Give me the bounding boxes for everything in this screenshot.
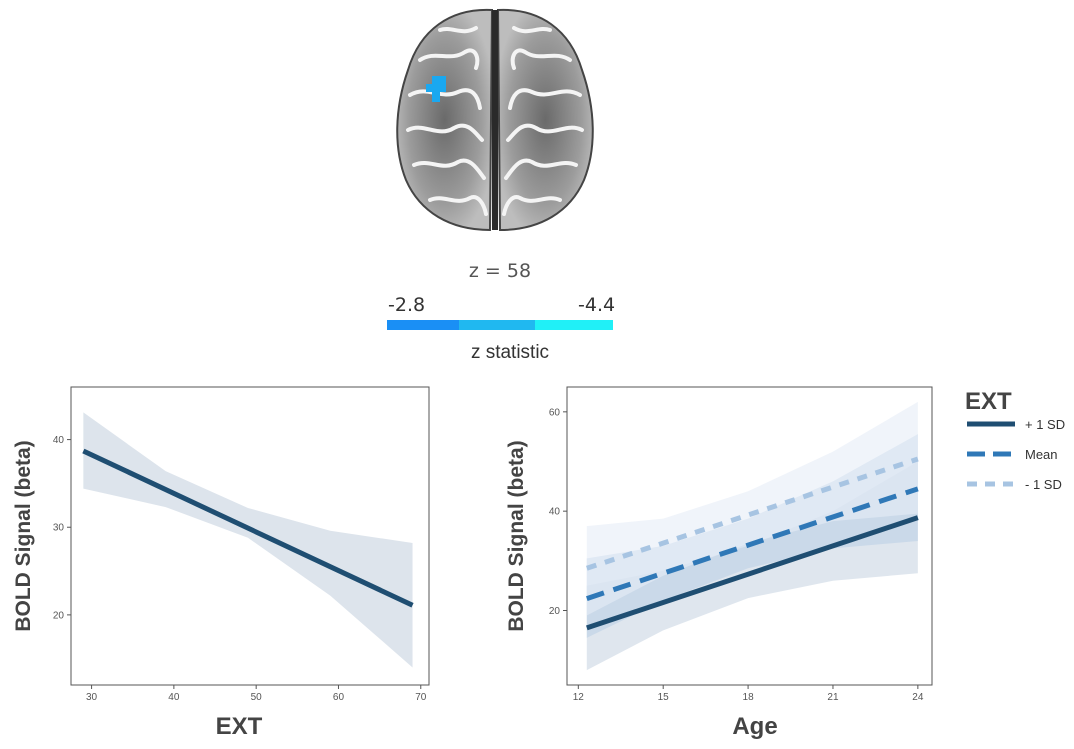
slice-label: z = 58 [468,260,532,282]
colorbar-segment [387,320,459,330]
y-tick-label: 40 [53,435,65,446]
x-tick-label: 30 [86,692,98,703]
chart-panel-1: 30 40 50 60 70 20 30 40 EXT BOLD Signal (beta) [12,386,430,740]
left-hemisphere [396,8,494,232]
x-tick-label: 21 [827,692,839,703]
x-tick-label: 70 [415,692,427,703]
x-tick-label: 15 [658,692,670,703]
legend-label: - 1 SD [1025,477,1062,492]
legend: EXT + 1 SD Mean - 1 SD [965,388,1065,492]
y-tick-label: 20 [53,610,65,621]
regression-line [586,456,919,571]
y-tick-label: 40 [549,507,561,518]
confidence-band [586,401,918,616]
y-tick-label: 30 [53,523,65,534]
x-tick-label: 60 [333,692,345,703]
regression-line [586,486,919,601]
legend-title: EXT [965,388,1012,415]
colorbar-max-label: -4.4 [578,294,616,316]
colorbar-segment [459,320,535,330]
y-axis-title: BOLD Signal (beta) [12,440,35,631]
colorbar-segment [535,320,613,330]
x-tick-label: 12 [573,692,585,703]
activation-cluster [426,76,446,102]
colorbar [387,320,613,330]
plot-frame [566,386,933,686]
regression-line [586,515,919,631]
colorbar-title: z statistic [470,342,550,363]
x-tick-label: 50 [251,692,263,703]
right-hemisphere [496,8,594,232]
x-axis-title: EXT [216,713,263,740]
x-axis-title: Age [732,713,777,740]
colorbar-min-label: -2.8 [388,294,426,316]
confidence-band [83,412,413,668]
regression-line [82,448,414,608]
x-tick-label: 40 [168,692,180,703]
brain-slice-image [396,8,594,232]
legend-label: + 1 SD [1025,417,1065,432]
x-tick-label: 18 [743,692,755,703]
x-tick-label: 24 [912,692,924,703]
legend-label: Mean [1025,447,1058,462]
y-tick-label: 20 [549,606,561,617]
y-axis-title: BOLD Signal (beta) [505,440,528,631]
plot-frame [70,386,430,686]
y-tick-label: 60 [549,407,561,418]
chart-panel-2: 12 15 18 21 24 20 40 60 Age BOLD Signal (beta) EXT… [505,386,1065,740]
